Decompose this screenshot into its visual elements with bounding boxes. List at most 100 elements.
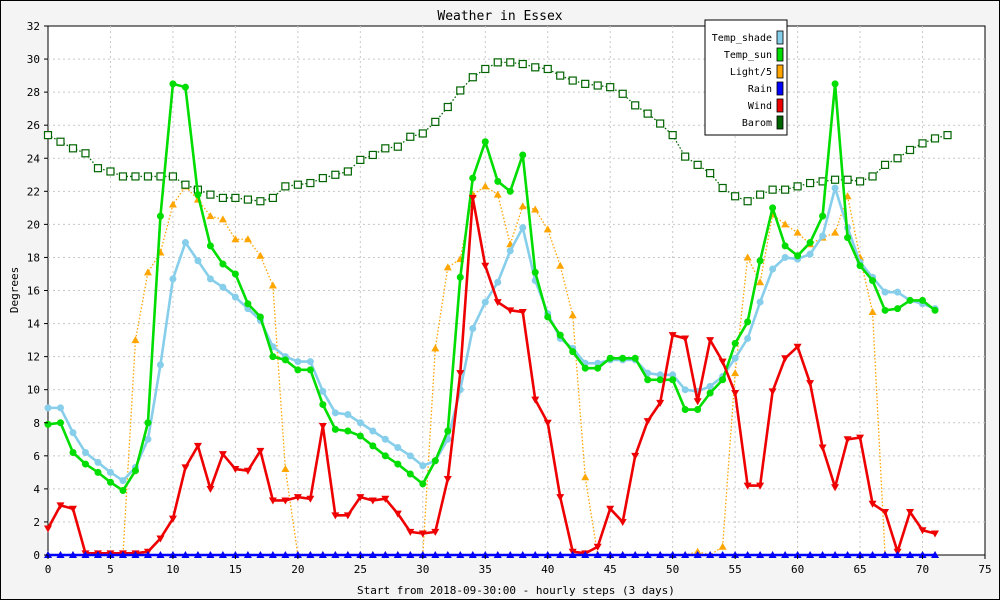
point-rain xyxy=(93,551,102,558)
point-rain xyxy=(456,551,465,558)
point-barom xyxy=(481,64,490,74)
point-temp-sun xyxy=(681,406,689,414)
point-rain xyxy=(481,551,490,558)
point-temp-sun xyxy=(181,83,189,91)
point-barom xyxy=(68,144,78,153)
point-light-5 xyxy=(868,307,877,315)
point-light-5 xyxy=(556,261,565,269)
point-temp-sun xyxy=(169,80,177,88)
point-barom xyxy=(656,119,665,128)
point-barom xyxy=(568,76,577,85)
point-barom xyxy=(531,63,540,72)
point-temp-sun xyxy=(531,268,539,276)
point-wind xyxy=(756,482,765,490)
point-barom xyxy=(843,175,852,184)
point-barom xyxy=(381,144,390,153)
point-barom xyxy=(431,117,440,126)
point-temp-sun xyxy=(806,239,814,247)
point-wind xyxy=(381,495,390,503)
point-wind xyxy=(506,307,515,315)
legend: Temp_shade Temp_sun Light/5 Rain Wind Barom xyxy=(704,19,788,136)
point-rain xyxy=(143,551,152,558)
y-tick-label: 8 xyxy=(33,417,40,430)
point-wind xyxy=(518,308,527,316)
point-rain xyxy=(443,551,452,558)
legend-swatch xyxy=(776,47,784,62)
point-rain xyxy=(56,551,65,558)
point-rain xyxy=(156,551,165,558)
legend-label: Temp_shade xyxy=(712,33,772,44)
point-wind xyxy=(631,452,640,460)
point-rain xyxy=(931,551,940,558)
point-rain xyxy=(718,551,727,558)
point-temp-shade xyxy=(106,468,114,476)
point-temp-shade xyxy=(56,404,64,412)
point-rain xyxy=(806,551,815,558)
point-wind xyxy=(393,510,402,518)
point-rain xyxy=(781,551,790,558)
axes: 0 5 10 15 20 25 30 35 40 45 50 55 60 65 70 750246810121… xyxy=(27,20,992,576)
legend-label: Temp_sun xyxy=(724,50,772,61)
point-barom xyxy=(218,193,228,203)
point-rain xyxy=(431,551,440,558)
point-rain xyxy=(756,551,765,558)
point-wind xyxy=(456,370,465,378)
point-temp-shade xyxy=(44,404,52,412)
point-wind xyxy=(256,447,265,455)
point-temp-sun xyxy=(219,260,227,268)
point-temp-sun xyxy=(406,470,414,478)
point-light-5 xyxy=(481,182,490,190)
point-light-5 xyxy=(793,228,802,236)
point-wind xyxy=(781,355,790,363)
point-wind xyxy=(418,530,427,538)
x-tick-label: 75 xyxy=(978,563,991,576)
point-rain xyxy=(581,551,590,558)
point-barom xyxy=(418,129,427,138)
point-temp-shade xyxy=(394,444,402,452)
legend-swatch xyxy=(776,98,784,113)
point-light-5 xyxy=(581,473,590,481)
point-temp-shade xyxy=(881,288,889,296)
point-rain xyxy=(256,551,265,558)
point-temp-sun xyxy=(644,376,652,384)
point-barom xyxy=(593,81,602,90)
point-rain xyxy=(506,551,515,558)
point-wind xyxy=(556,494,565,502)
point-rain xyxy=(68,551,77,558)
y-axis-label: Degrees xyxy=(8,267,21,313)
point-temp-sun xyxy=(669,376,677,384)
point-rain xyxy=(606,551,615,558)
point-temp-sun xyxy=(631,354,639,362)
point-barom xyxy=(281,182,290,191)
point-barom xyxy=(855,177,865,186)
point-temp-shade xyxy=(306,358,314,366)
point-light-5 xyxy=(756,278,765,286)
point-temp-shade xyxy=(69,429,77,437)
x-tick-label: 35 xyxy=(479,563,492,576)
point-wind xyxy=(731,389,740,397)
point-temp-shade xyxy=(894,288,902,296)
point-rain xyxy=(856,551,865,558)
point-barom xyxy=(793,182,802,191)
point-temp-shade xyxy=(356,419,364,427)
point-rain xyxy=(543,551,552,558)
point-temp-sun xyxy=(344,427,352,435)
point-light-5 xyxy=(131,336,140,344)
y-tick-label: 22 xyxy=(27,185,40,198)
point-temp-sun xyxy=(56,419,64,427)
point-temp-sun xyxy=(619,354,627,362)
point-temp-shade xyxy=(169,275,177,283)
point-temp-sun xyxy=(931,306,939,314)
point-temp-shade xyxy=(344,410,352,418)
point-temp-shade xyxy=(706,382,714,390)
point-temp-sun xyxy=(856,262,864,270)
point-temp-sun xyxy=(894,305,902,313)
point-temp-sun xyxy=(881,306,889,314)
x-tick-label: 70 xyxy=(916,563,929,576)
y-tick-label: 14 xyxy=(27,318,41,331)
point-light-5 xyxy=(218,215,227,223)
series-group xyxy=(43,58,952,558)
point-temp-sun xyxy=(356,432,364,440)
point-barom xyxy=(143,172,153,181)
point-wind xyxy=(156,535,165,543)
